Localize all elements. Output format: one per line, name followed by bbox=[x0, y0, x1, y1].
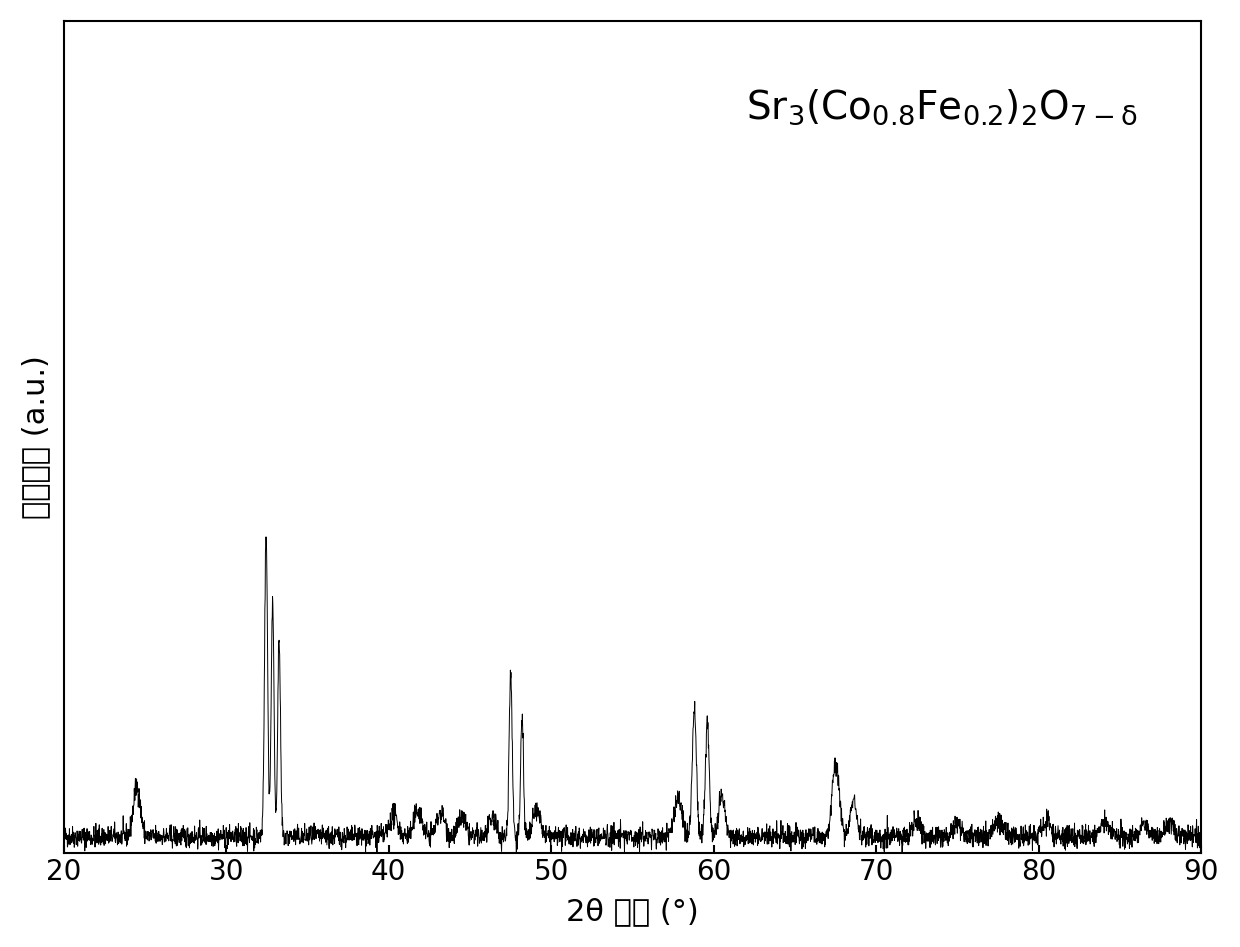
Text: $\rm Sr_3(Co_{0.8}Fe_{0.2})_2O_{7-\delta}$: $\rm Sr_3(Co_{0.8}Fe_{0.2})_2O_{7-\delta… bbox=[746, 87, 1138, 127]
Y-axis label: 相对强度 (a.u.): 相对强度 (a.u.) bbox=[21, 355, 50, 519]
X-axis label: 2θ 角度 (°): 2θ 角度 (°) bbox=[567, 897, 699, 926]
